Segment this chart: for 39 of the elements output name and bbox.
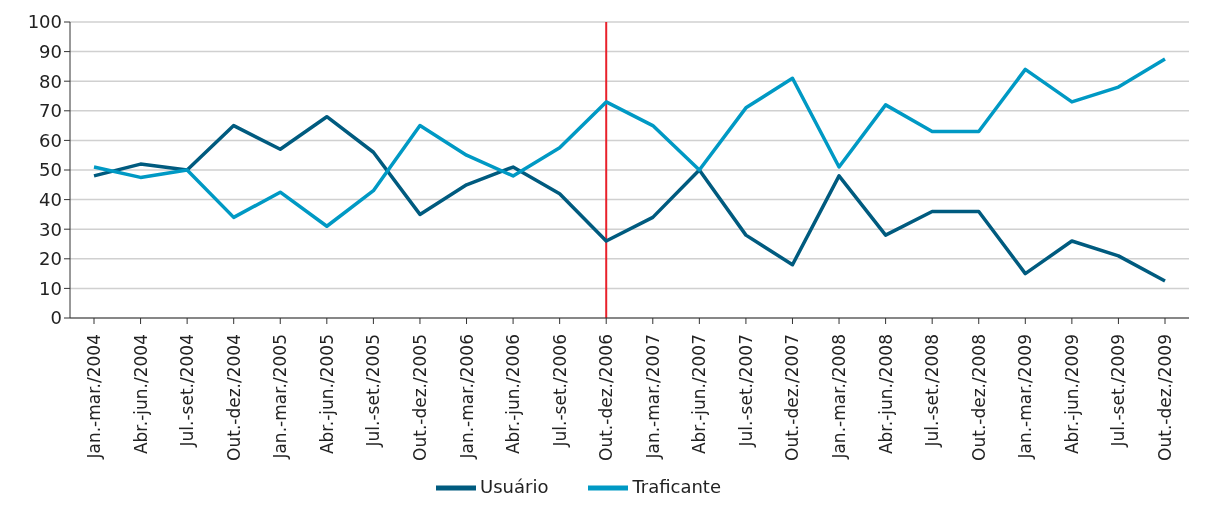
x-tick-label: Out.-dez./2004 [223, 334, 244, 461]
x-tick-label: Jul.-set./2008 [922, 334, 943, 448]
x-tick-label: Abr.-jun./2005 [316, 334, 337, 455]
line-series [92, 114, 1167, 283]
legend-label: Usuário [480, 476, 549, 497]
y-tick-label: 10 [39, 277, 62, 299]
x-tick-label: Abr.-jun./2006 [503, 334, 524, 455]
x-tick-label: Jan.-mar./2004 [84, 334, 104, 460]
y-tick-label: 80 [39, 70, 62, 92]
legend-label: Traficante [632, 476, 721, 497]
x-tick-label: Abr.-jun./2007 [689, 334, 710, 455]
x-tick-label: Jan.-mar./2005 [270, 334, 291, 460]
y-tick-label: 0 [50, 307, 62, 329]
x-tick-label: Out.-dez./2005 [409, 334, 430, 461]
y-tick-label: 40 [39, 188, 62, 210]
x-tick-label: Jul.-set./2005 [363, 334, 384, 448]
x-tick-label: Jan.-mar./2009 [1015, 334, 1036, 460]
x-tick-label: Abr.-jun./2009 [1061, 334, 1082, 455]
x-tick-label: Out.-dez./2006 [596, 334, 617, 461]
x-tick-label: Jan.-mar./2008 [829, 334, 850, 460]
x-tick-label: Jul.-set./2006 [549, 334, 570, 448]
x-tick-label: Out.-dez./2009 [1155, 334, 1175, 461]
y-tick-label: 50 [39, 159, 62, 181]
x-tick-label: Out.-dez./2007 [782, 334, 803, 461]
y-tick-label: 30 [39, 218, 62, 240]
x-tick-label: Jan.-mar./2006 [456, 334, 477, 460]
x-tick-label: Abr.-jun./2004 [130, 334, 151, 455]
y-tick-label: 90 [39, 40, 62, 62]
x-tick-label: Out.-dez./2008 [968, 334, 989, 461]
x-tick-label: Jul.-set./2004 [177, 334, 198, 448]
x-tick-label: Abr.-jun./2008 [875, 334, 896, 455]
y-tick-label: 100 [27, 11, 62, 33]
x-tick-label: Jan.-mar./2007 [642, 334, 663, 460]
y-tick-label: 70 [39, 100, 62, 122]
y-tick-label: 60 [39, 129, 62, 151]
x-tick-label: Jul.-set./2009 [1108, 334, 1129, 448]
x-tick-label: Jul.-set./2007 [735, 334, 756, 448]
y-tick-label: 20 [39, 248, 62, 270]
line-series [92, 57, 1167, 228]
